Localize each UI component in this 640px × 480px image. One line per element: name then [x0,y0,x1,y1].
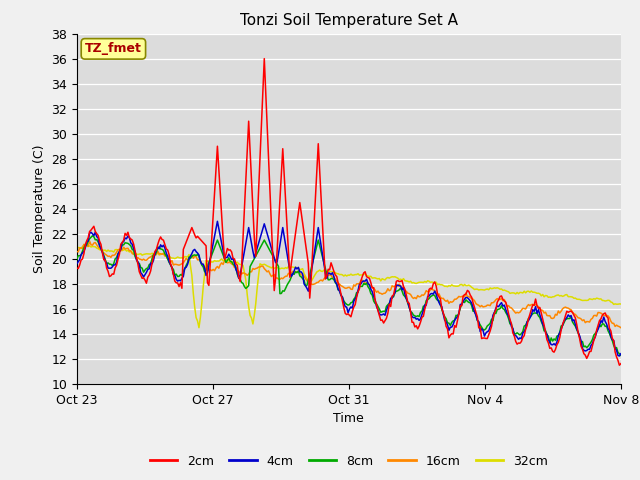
Y-axis label: Soil Temperature (C): Soil Temperature (C) [33,144,45,273]
X-axis label: Time: Time [333,412,364,425]
Title: Tonzi Soil Temperature Set A: Tonzi Soil Temperature Set A [240,13,458,28]
Legend: 2cm, 4cm, 8cm, 16cm, 32cm: 2cm, 4cm, 8cm, 16cm, 32cm [145,450,553,473]
Text: TZ_fmet: TZ_fmet [85,42,142,55]
